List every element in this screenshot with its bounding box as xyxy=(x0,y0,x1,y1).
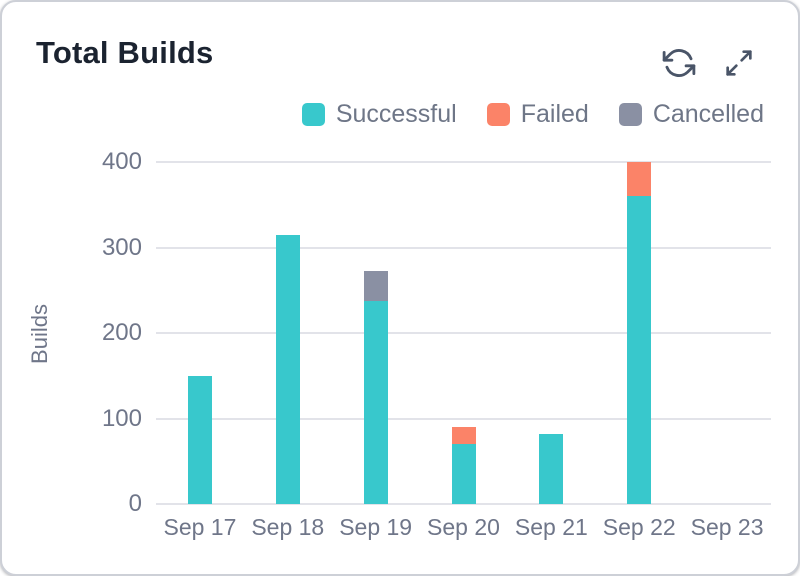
legend-label: Successful xyxy=(335,100,457,128)
legend-item-failed[interactable]: Failed xyxy=(486,100,589,129)
chart-legend: Successful Failed Cancelled xyxy=(301,100,764,129)
legend-label: Failed xyxy=(520,100,589,128)
y-tick-label: 300 xyxy=(101,233,142,261)
legend-item-successful[interactable]: Successful xyxy=(301,100,457,129)
refresh-button[interactable] xyxy=(660,44,698,82)
legend-swatch-successful xyxy=(301,103,325,126)
expand-button[interactable] xyxy=(720,44,758,82)
y-axis-title: Builds xyxy=(27,304,52,364)
card-title: Total Builds xyxy=(36,35,214,70)
expand-icon xyxy=(726,50,752,76)
bar-failed-sep-22[interactable] xyxy=(627,162,652,197)
grid-line xyxy=(156,417,771,420)
grid-line xyxy=(156,503,771,505)
legend-label: Cancelled xyxy=(652,100,764,128)
legend-swatch-cancelled xyxy=(618,103,642,126)
x-tick-label: Sep 20 xyxy=(427,514,500,540)
bar-successful-sep-18[interactable] xyxy=(275,234,300,504)
grid-line xyxy=(156,161,771,163)
x-tick-label: Sep 23 xyxy=(690,514,764,540)
x-tick-label: Sep 17 xyxy=(163,514,237,540)
legend-swatch-failed xyxy=(486,103,510,126)
y-tick-label: 200 xyxy=(101,319,142,346)
plot-area: 0 100 200 300 400 Sep 17 Sep 18 Sep 19 Sep 20 Sep… xyxy=(102,148,771,540)
refresh-icon xyxy=(662,49,696,77)
bar-successful-sep-22[interactable] xyxy=(627,196,652,504)
grid-line xyxy=(156,332,771,334)
grid-line xyxy=(156,246,771,249)
bar-failed-sep-20[interactable] xyxy=(451,427,476,445)
x-tick-label: Sep 19 xyxy=(339,514,413,540)
header-actions xyxy=(660,44,758,82)
legend-item-cancelled[interactable]: Cancelled xyxy=(618,100,764,129)
y-tick-label: 100 xyxy=(101,404,142,432)
x-tick-label: Sep 21 xyxy=(514,514,588,540)
bar-successful-sep-20[interactable] xyxy=(451,444,476,504)
y-tick-label: 0 xyxy=(128,490,142,517)
x-tick-label: Sep 18 xyxy=(251,514,325,540)
bar-successful-sep-21[interactable] xyxy=(539,433,564,504)
bar-successful-sep-19[interactable] xyxy=(363,300,388,504)
bar-cancelled-sep-19[interactable] xyxy=(363,271,388,301)
bar-successful-sep-17[interactable] xyxy=(187,375,212,504)
y-tick-label: 400 xyxy=(101,148,142,175)
x-tick-label: Sep 22 xyxy=(602,514,676,540)
